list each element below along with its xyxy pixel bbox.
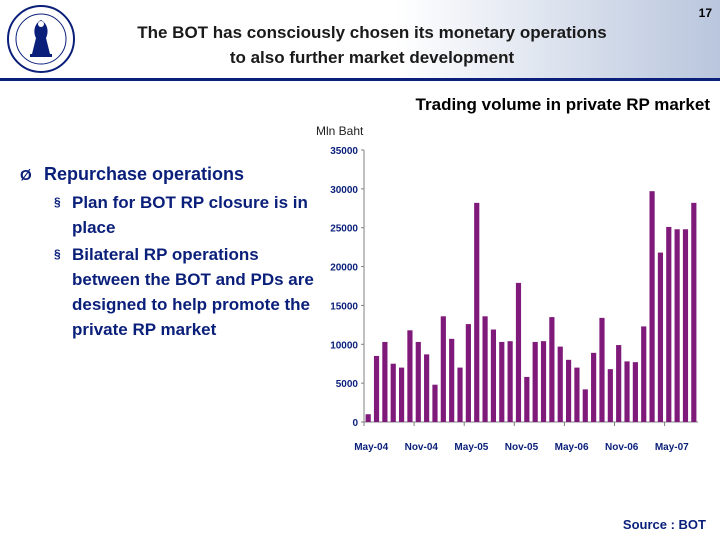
bar-Oct-04 bbox=[407, 330, 413, 422]
chart-title: Trading volume in private RP market bbox=[415, 95, 710, 114]
bar-Dec-06 bbox=[624, 361, 630, 422]
header-divider bbox=[0, 78, 720, 81]
bar-Jan-07 bbox=[632, 362, 638, 422]
slide-header bbox=[0, 0, 720, 78]
x-tick-label: May-04 bbox=[354, 442, 388, 453]
bar-Jun-07 bbox=[674, 229, 680, 422]
bar-Apr-06 bbox=[557, 346, 563, 422]
x-tick-label: May-07 bbox=[655, 442, 689, 453]
bar-Oct-05 bbox=[507, 341, 513, 422]
bar-Mar-06 bbox=[549, 317, 555, 422]
sub-bullet: § Plan for BOT RP closure is in place bbox=[54, 190, 320, 240]
bar-Nov-05 bbox=[515, 282, 522, 422]
bar-Feb-05 bbox=[440, 316, 446, 422]
bar-Feb-07 bbox=[641, 326, 647, 422]
bar-Dec-05 bbox=[524, 376, 530, 422]
bar-Apr-05 bbox=[457, 367, 463, 422]
sub-bullet-text: Bilateral RP operations between the BOT … bbox=[72, 245, 314, 339]
section-bullet-icon: § bbox=[54, 195, 61, 209]
bar-May-05 bbox=[465, 324, 471, 422]
x-tick-label: May-05 bbox=[454, 442, 488, 453]
x-tick-label: May-06 bbox=[555, 442, 589, 453]
bar-May-06 bbox=[565, 359, 572, 422]
y-axis-unit-label: Mln Baht bbox=[316, 124, 364, 138]
y-tick-label: 20000 bbox=[330, 263, 358, 274]
x-tick-label: Nov-06 bbox=[605, 442, 639, 453]
bar-Jun-05 bbox=[474, 202, 480, 422]
bar-Sep-04 bbox=[398, 367, 405, 422]
section-bullet-icon: § bbox=[54, 247, 61, 261]
y-tick-label: 35000 bbox=[330, 146, 358, 157]
bar-Jul-05 bbox=[482, 316, 488, 422]
bar-Nov-06 bbox=[616, 345, 622, 422]
bar-Mar-07 bbox=[649, 191, 655, 422]
bar-Jan-05 bbox=[432, 384, 438, 422]
bar-Oct-06 bbox=[607, 369, 613, 422]
y-tick-label: 15000 bbox=[330, 301, 358, 312]
bar-Jan-06 bbox=[532, 341, 538, 422]
bar-Jun-04 bbox=[373, 355, 380, 422]
bar-Dec-04 bbox=[424, 354, 430, 422]
bar-Mar-05 bbox=[449, 338, 455, 422]
bar-Feb-06 bbox=[540, 341, 547, 422]
y-tick-label: 5000 bbox=[336, 379, 359, 390]
bar-Aug-04 bbox=[390, 363, 396, 422]
arrow-bullet-icon: Ø bbox=[20, 167, 32, 184]
bar-Aug-07 bbox=[691, 202, 697, 422]
main-bullet: Ø Repurchase operations bbox=[20, 162, 320, 188]
bar-Sep-06 bbox=[599, 317, 605, 422]
bar-Jul-06 bbox=[582, 389, 588, 422]
x-tick-label: Nov-05 bbox=[505, 442, 539, 453]
y-tick-label: 0 bbox=[352, 418, 358, 429]
bullet-list: Ø Repurchase operations § Plan for BOT R… bbox=[20, 162, 320, 342]
bar-Jul-07 bbox=[682, 229, 689, 422]
sub-bullet: § Bilateral RP operations between the BO… bbox=[54, 242, 320, 342]
y-tick-label: 10000 bbox=[330, 340, 358, 351]
title-line-2: to also further market development bbox=[229, 48, 515, 67]
slide-title: The BOT has consciously chosen its monet… bbox=[92, 20, 652, 70]
bar-May-07 bbox=[666, 226, 672, 422]
bar-Aug-06 bbox=[591, 352, 597, 422]
page-number: 17 bbox=[698, 6, 712, 20]
x-tick-label: Nov-04 bbox=[405, 442, 439, 453]
bar-Aug-05 bbox=[490, 329, 497, 422]
bar-May-04 bbox=[365, 414, 371, 422]
y-tick-label: 30000 bbox=[330, 185, 358, 196]
bar-Sep-05 bbox=[499, 341, 505, 422]
trading-volume-bar-chart: 0 5000 10000 15000 20000 25000 30000 35000 May-0… bbox=[330, 146, 698, 453]
title-line-1: The BOT has consciously chosen its monet… bbox=[137, 23, 607, 42]
main-bullet-text: Repurchase operations bbox=[44, 164, 245, 184]
sub-bullet-text: Plan for BOT RP closure is in place bbox=[72, 193, 308, 237]
bank-seal-logo bbox=[7, 5, 75, 73]
bar-Jun-06 bbox=[574, 367, 580, 422]
y-tick-label: 25000 bbox=[330, 224, 358, 235]
bar-Nov-04 bbox=[415, 341, 421, 422]
bar-Apr-07 bbox=[657, 252, 664, 422]
bar-Jul-04 bbox=[382, 341, 388, 422]
source-note: Source : BOT bbox=[622, 517, 706, 532]
